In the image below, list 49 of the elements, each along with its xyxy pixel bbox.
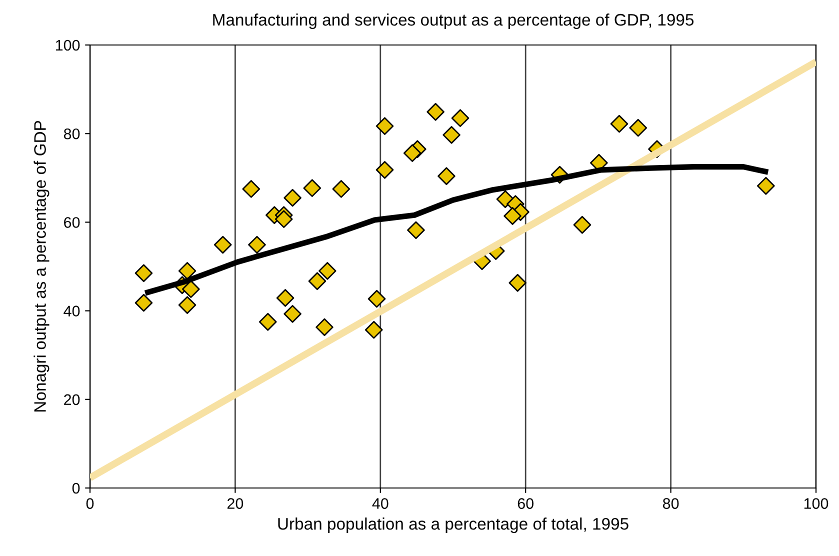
point xyxy=(451,109,470,128)
point xyxy=(274,210,293,228)
point xyxy=(284,188,302,207)
y-tick-label: 80 xyxy=(64,128,80,140)
point xyxy=(318,262,336,280)
point xyxy=(182,280,200,298)
x-axis-title: Urban population as a percentage of total, 1995 xyxy=(278,518,628,534)
point xyxy=(276,289,294,307)
y-tick-label: 0 xyxy=(72,482,80,494)
point xyxy=(258,312,277,331)
point xyxy=(242,180,260,198)
point xyxy=(376,161,394,179)
point xyxy=(303,179,322,197)
point xyxy=(368,290,386,308)
y-tick-label: 100 xyxy=(56,40,80,51)
point xyxy=(332,180,350,198)
y-axis-title: Nonagri output as a percentage of GDP xyxy=(34,120,50,412)
x-tick-label: 60 xyxy=(518,498,534,509)
point xyxy=(178,262,196,280)
point xyxy=(376,117,394,135)
x-tick-label: 20 xyxy=(227,498,244,509)
point xyxy=(610,114,628,133)
point xyxy=(214,236,232,254)
x-tick-label: 100 xyxy=(804,498,828,509)
point xyxy=(629,118,648,137)
point xyxy=(308,272,326,290)
point xyxy=(134,264,153,282)
x-tick-label: 40 xyxy=(372,498,388,509)
point xyxy=(364,320,383,339)
point xyxy=(248,236,266,254)
y-tick-label: 60 xyxy=(64,217,80,228)
point xyxy=(178,296,196,314)
x-tick-label: 0 xyxy=(86,498,94,509)
point xyxy=(442,126,460,144)
y-tick-label: 20 xyxy=(64,394,80,406)
point xyxy=(284,304,302,323)
point xyxy=(407,221,425,240)
point xyxy=(508,274,527,292)
point xyxy=(756,176,775,195)
point xyxy=(426,102,444,121)
point xyxy=(438,167,456,186)
y-tick-label: 40 xyxy=(64,306,80,316)
point xyxy=(504,207,522,225)
point xyxy=(316,318,334,336)
x-tick-label: 80 xyxy=(662,498,679,509)
point xyxy=(134,294,153,312)
point xyxy=(573,216,592,234)
point xyxy=(403,144,422,162)
chart-title: Manufacturing and services output as a percentage of GDP, 1995 xyxy=(213,13,694,30)
